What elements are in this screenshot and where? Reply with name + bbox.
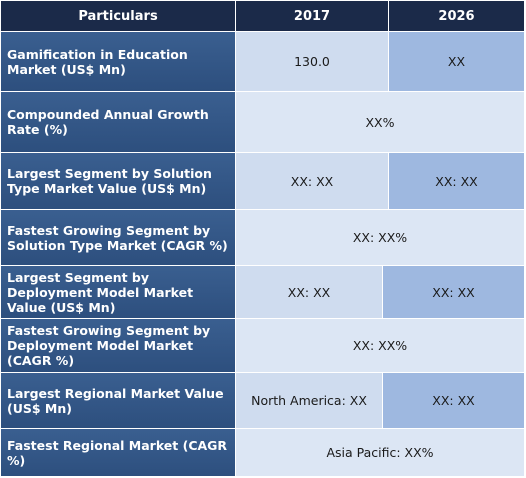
header-particulars: Particulars [1,1,236,32]
row-label: Compounded Annual Growth Rate (%) [1,92,236,153]
row-label: Fastest Regional Market (CAGR %) [1,429,236,477]
value-2017: XX: XX [236,266,383,319]
value-merged: Asia Pacific: XX% [236,429,525,477]
value-merged: XX: XX% [236,319,525,373]
value-2026: XX [389,32,525,92]
row-label: Largest Segment by Solution Type Market … [1,153,236,210]
row-label: Largest Regional Market Value (US$ Mn) [1,373,236,429]
header-2026: 2026 [389,1,525,32]
row-label: Gamification in Education Market (US$ Mn… [1,32,236,92]
row-label: Fastest Growing Segment by Deployment Mo… [1,319,236,373]
header-2017: 2017 [236,1,389,32]
value-merged: XX: XX% [236,210,525,266]
value-2017: 130.0 [236,32,389,92]
value-merged: XX% [236,92,525,153]
value-2026: XX: XX [383,373,525,429]
row-label: Fastest Growing Segment by Solution Type… [1,210,236,266]
value-2026: XX: XX [383,266,525,319]
value-2017: XX: XX [236,153,389,210]
value-2017: North America: XX [236,373,383,429]
row-label: Largest Segment by Deployment Model Mark… [1,266,236,319]
value-2026: XX: XX [389,153,525,210]
